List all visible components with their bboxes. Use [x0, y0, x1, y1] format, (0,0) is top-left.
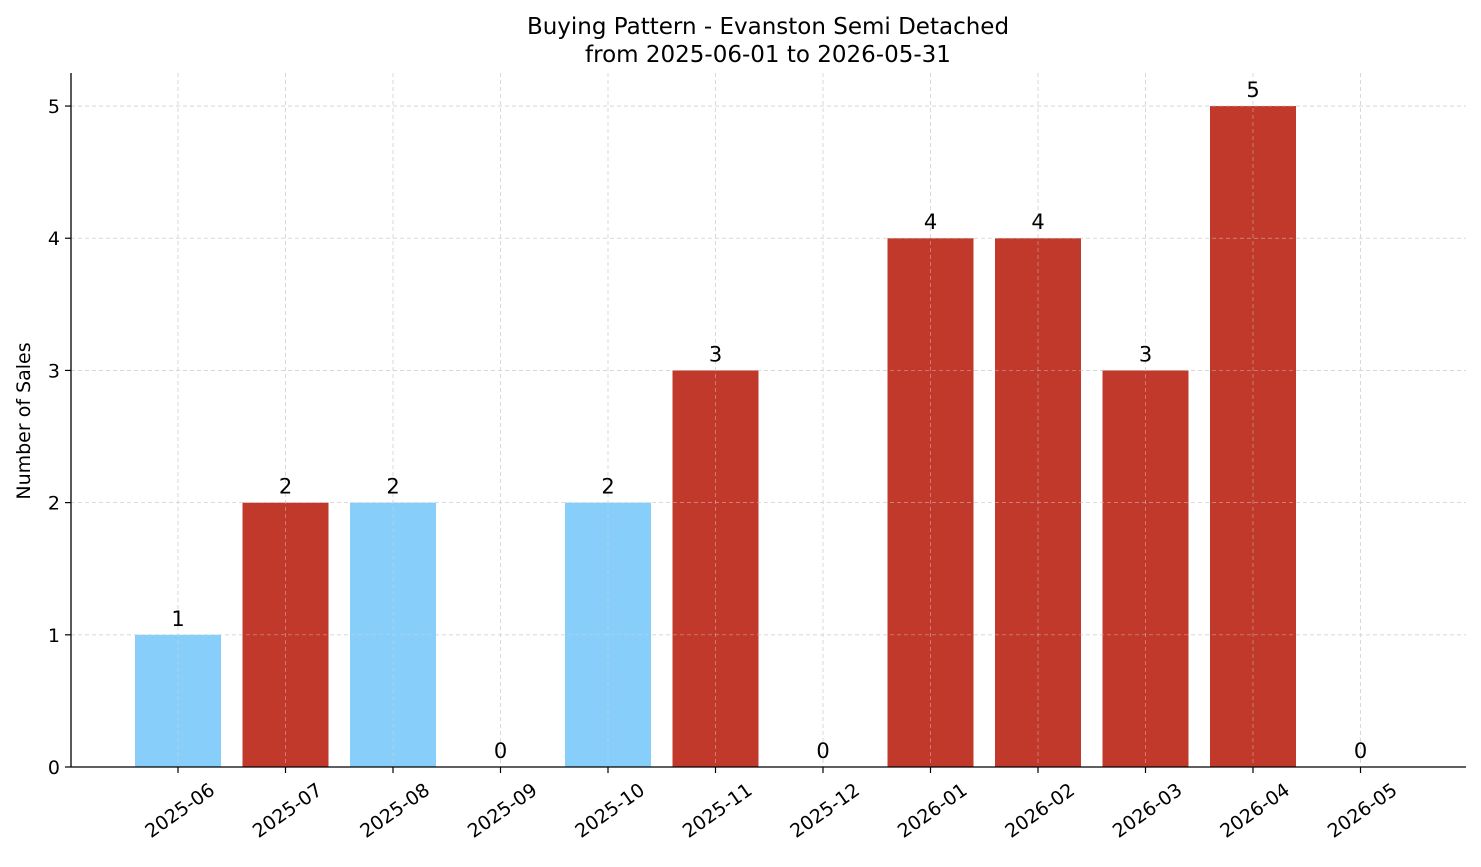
y-axis-label: Number of Sales: [13, 342, 35, 499]
value-label-2026-02: 4: [1031, 210, 1044, 234]
bar-2026-03: [1102, 370, 1189, 767]
x-tick-label: 2026-02: [1001, 779, 1079, 843]
x-tick-label: 2025-06: [141, 779, 219, 843]
value-label-2025-12: 0: [816, 739, 829, 763]
bars: [71, 73, 1466, 768]
y-tick-label: 0: [48, 757, 60, 779]
x-tick-label: 2026-01: [894, 779, 972, 843]
value-label-2025-10: 2: [601, 475, 614, 499]
value-label-2026-04: 5: [1246, 78, 1259, 102]
y-tick-label: 3: [48, 360, 60, 382]
value-label-2026-03: 3: [1139, 342, 1152, 366]
x-tick-label: 2026-05: [1324, 779, 1402, 843]
x-tick-label: 2025-12: [786, 779, 864, 843]
y-tick-label: 4: [48, 228, 60, 250]
value-label-2026-01: 4: [924, 210, 937, 234]
y-tick-label: 1: [48, 625, 60, 647]
value-label-2026-05: 0: [1354, 739, 1367, 763]
value-labels: 1 2 2 0 2 3 0 4 4 3 5 0: [171, 78, 1367, 763]
x-tick-label: 2026-03: [1109, 779, 1187, 843]
x-tick-label: 2025-09: [464, 779, 542, 843]
axes: [65, 73, 1466, 773]
y-tick-label: 2: [48, 493, 60, 515]
value-label-2025-11: 3: [709, 342, 722, 366]
x-tick-label: 2025-10: [571, 779, 649, 843]
x-tick-label: 2025-11: [679, 779, 757, 843]
chart-subtitle: from 2025-06-01 to 2026-05-31: [585, 42, 951, 68]
chart-title: Buying Pattern - Evanston Semi Detached: [527, 14, 1009, 40]
y-tick-label: 5: [48, 96, 60, 118]
value-label-2025-09: 0: [494, 739, 507, 763]
value-label-2025-07: 2: [279, 475, 292, 499]
x-tick-label: 2025-08: [356, 779, 434, 843]
x-tick-label: 2025-07: [249, 779, 327, 843]
x-tick-label: 2026-04: [1216, 779, 1294, 843]
value-label-2025-08: 2: [386, 475, 399, 499]
bar-2025-11: [672, 370, 759, 767]
bar-2026-04: [1210, 106, 1296, 768]
value-label-2025-06: 1: [171, 607, 184, 631]
